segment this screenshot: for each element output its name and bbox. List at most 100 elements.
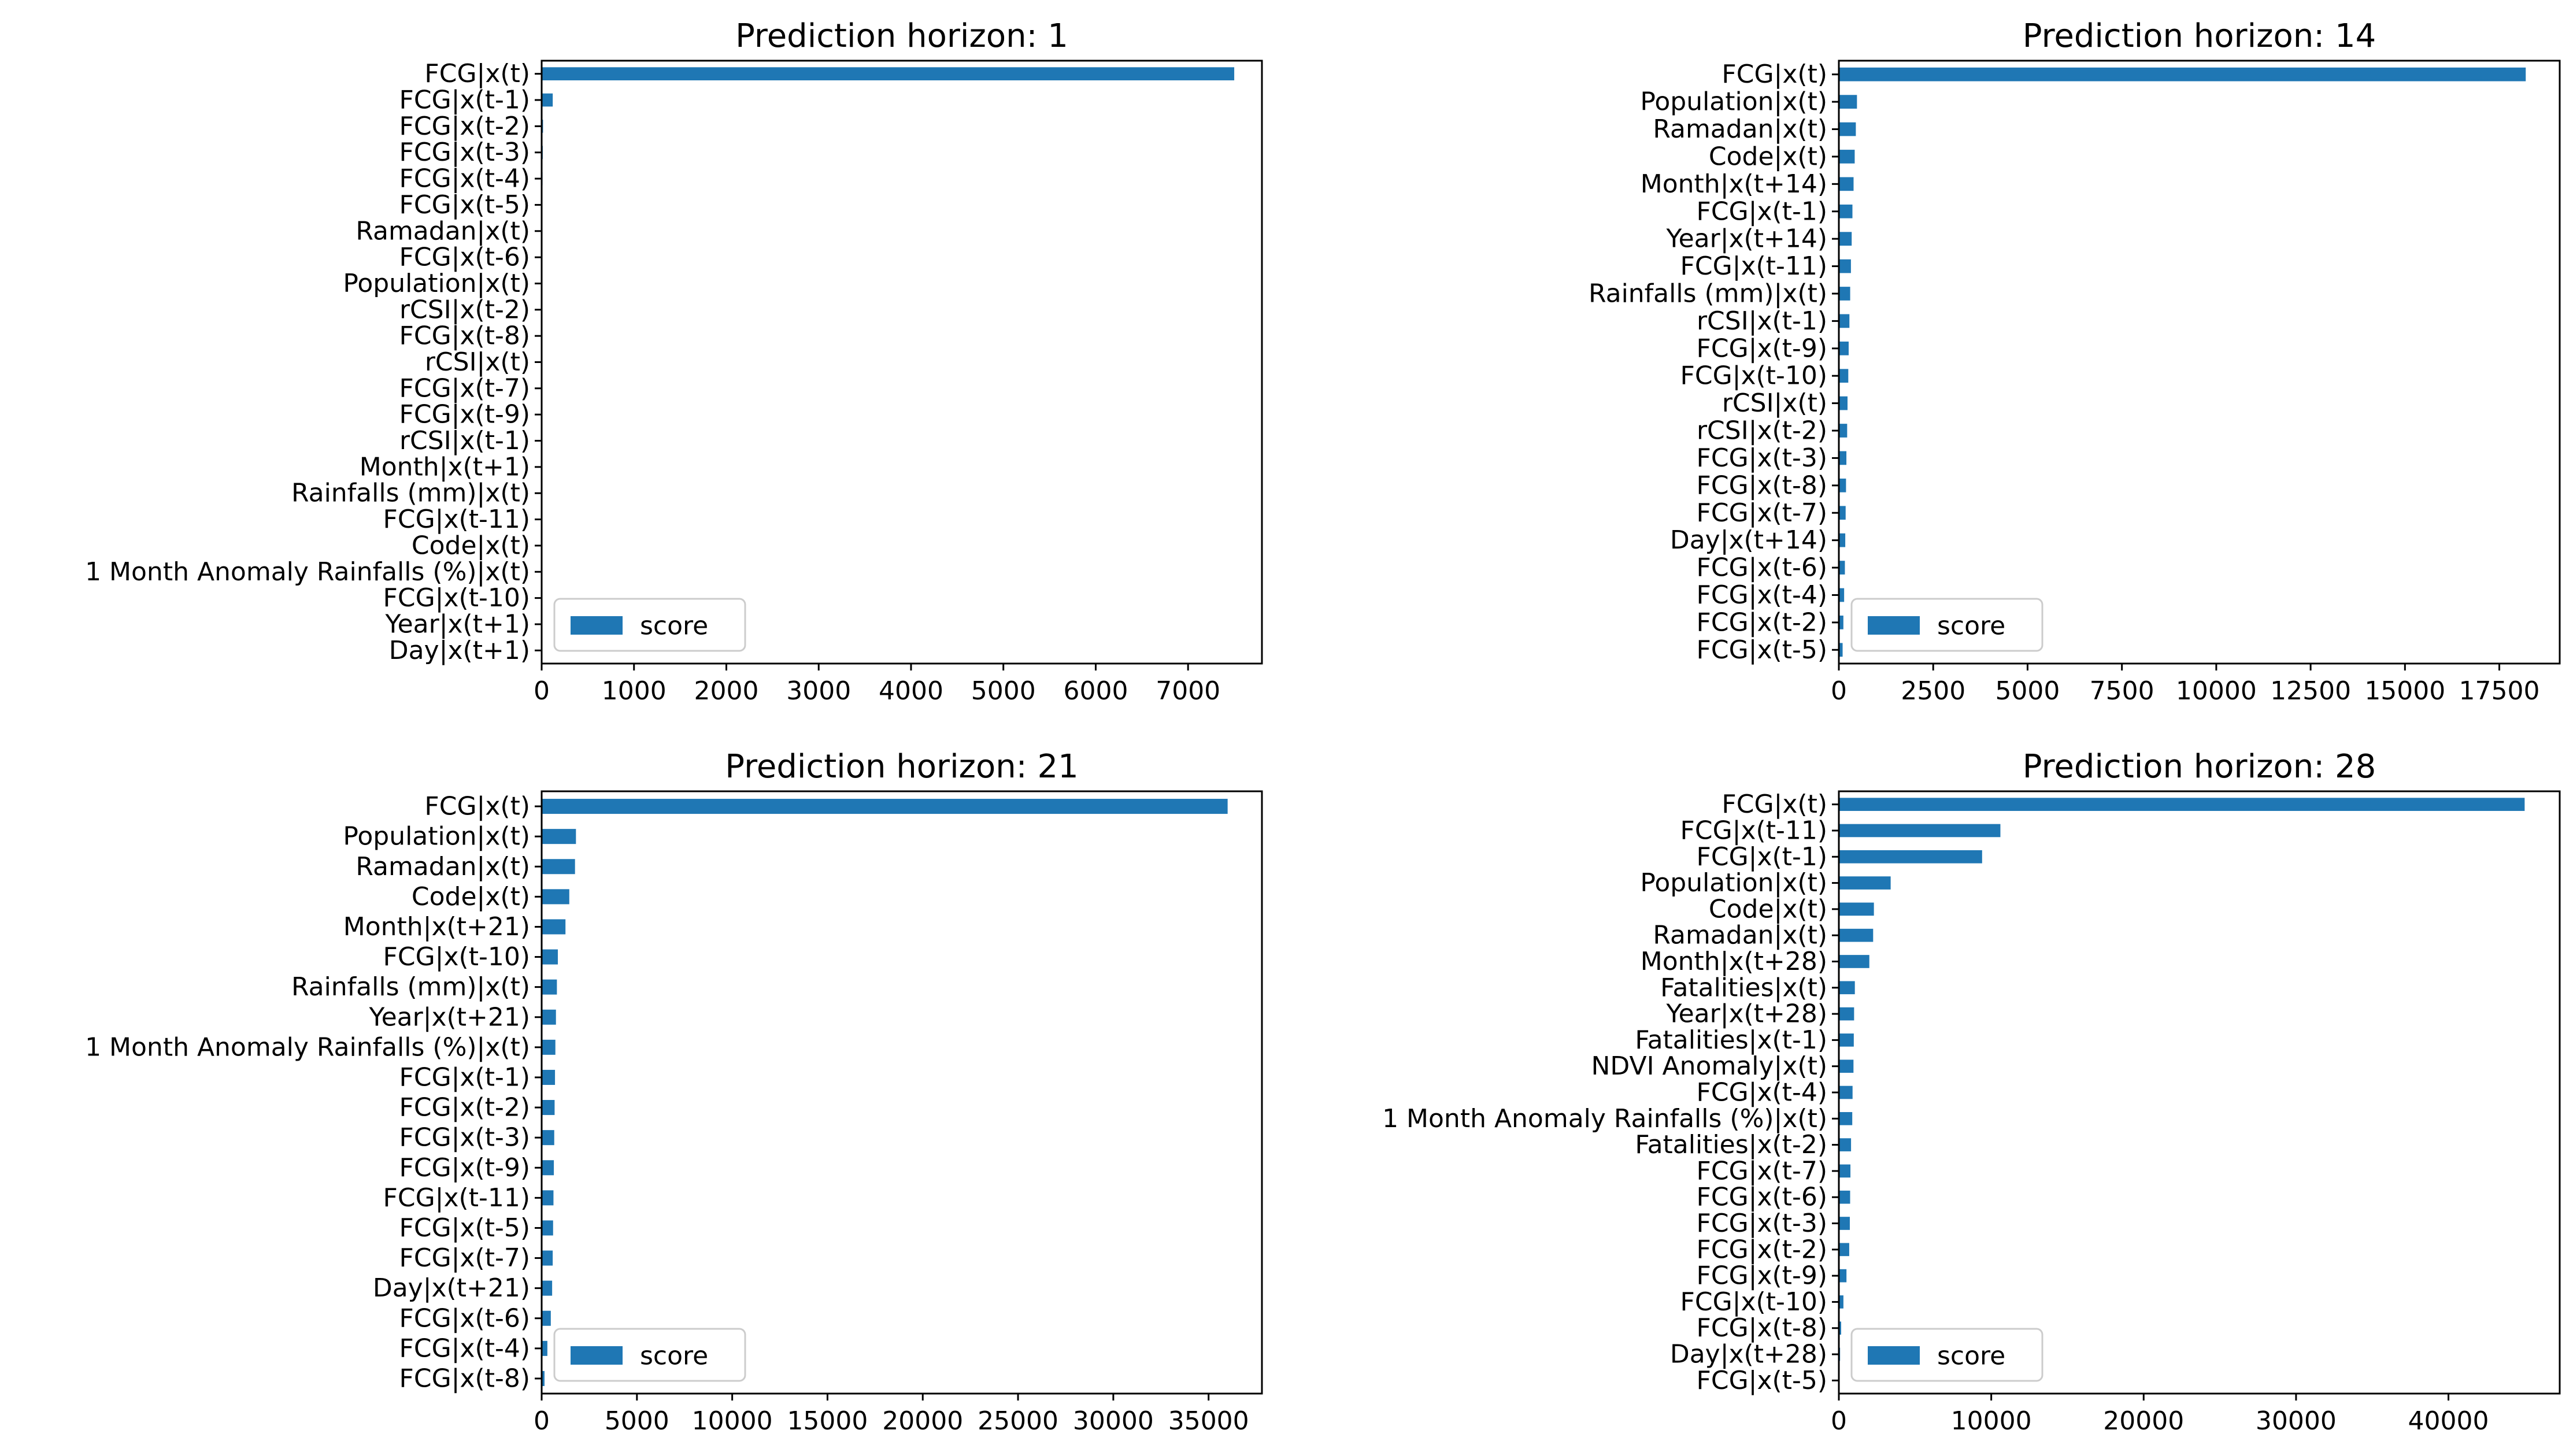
bar xyxy=(542,919,566,935)
x-tick-label: 25000 xyxy=(978,1406,1058,1436)
bar xyxy=(1839,341,1849,355)
bar xyxy=(1839,232,1852,246)
y-tick-label: FCG|x(t-5) xyxy=(1697,1366,1827,1395)
chart-title: Prediction horizon: 1 xyxy=(735,17,1068,55)
y-tick-label: rCSI|x(t-2) xyxy=(1697,416,1827,446)
bar xyxy=(542,1370,545,1386)
y-tick-label: Population|x(t) xyxy=(1640,87,1827,117)
bar xyxy=(1839,1243,1849,1257)
y-tick-label: Fatalities|x(t-2) xyxy=(1635,1130,1827,1159)
bar xyxy=(1839,616,1843,629)
bar xyxy=(1839,1217,1850,1230)
bar xyxy=(542,1069,556,1085)
y-tick-label: Rainfalls (mm)|x(t) xyxy=(1589,279,1827,308)
y-tick-label: rCSI|x(t) xyxy=(1722,388,1827,418)
legend-swatch xyxy=(571,616,623,635)
y-tick-label: NDVI Anomaly|x(t) xyxy=(1591,1051,1827,1081)
y-tick-label: Ramadan|x(t) xyxy=(356,852,530,881)
x-tick-label: 7500 xyxy=(2090,676,2154,706)
legend-label: score xyxy=(1937,612,2005,641)
y-tick-label: FCG|x(t-7) xyxy=(399,1243,530,1273)
y-tick-label: Code|x(t) xyxy=(1709,894,1827,924)
bar xyxy=(1839,287,1850,301)
bar xyxy=(1839,561,1845,575)
bar xyxy=(542,1310,551,1326)
y-tick-label: FCG|x(t-5) xyxy=(399,1213,530,1243)
bar xyxy=(542,859,575,875)
y-tick-label: FCG|x(t-1) xyxy=(1697,842,1827,872)
y-tick-label: 1 Month Anomaly Rainfalls (%)|x(t) xyxy=(85,557,530,587)
bar xyxy=(542,1280,553,1296)
bar xyxy=(1839,150,1855,164)
bar xyxy=(1839,67,2526,81)
x-tick-label: 0 xyxy=(1831,676,1847,706)
y-tick-label: Month|x(t+28) xyxy=(1641,947,1827,976)
y-tick-label: Code|x(t) xyxy=(1709,142,1827,171)
y-tick-label: FCG|x(t-8) xyxy=(1697,470,1827,500)
legend: score xyxy=(1850,598,2043,652)
bar xyxy=(1839,314,1850,328)
y-tick-label: Ramadan|x(t) xyxy=(356,216,530,246)
y-tick-label: rCSI|x(t-1) xyxy=(1697,306,1827,336)
y-tick-label: rCSI|x(t-2) xyxy=(399,295,530,324)
y-tick-label: Month|x(t+14) xyxy=(1641,169,1827,199)
y-tick-label: Population|x(t) xyxy=(343,269,530,298)
bar xyxy=(1839,451,1847,465)
bar xyxy=(1839,533,1846,547)
y-tick-label: FCG|x(t-6) xyxy=(399,243,530,272)
y-tick-label: FCG|x(t-11) xyxy=(383,505,530,534)
legend-box xyxy=(1850,598,2043,652)
x-tick-label: 6000 xyxy=(1063,676,1128,706)
legend-box xyxy=(553,1328,746,1382)
x-tick-label: 10000 xyxy=(2176,676,2257,706)
x-tick-label: 2500 xyxy=(1901,676,1965,706)
axes-frame xyxy=(1838,60,2561,665)
bar xyxy=(1839,369,1849,383)
y-tick-label: FCG|x(t-1) xyxy=(1697,197,1827,226)
bar xyxy=(542,1009,556,1025)
y-tick-label: FCG|x(t-9) xyxy=(399,400,530,429)
legend-box xyxy=(553,598,746,652)
bar xyxy=(542,67,1235,81)
y-tick-label: Code|x(t) xyxy=(412,882,530,912)
y-tick-label: FCG|x(t-10) xyxy=(1680,1287,1827,1317)
bar xyxy=(1839,928,1874,942)
x-tick-label: 40000 xyxy=(2408,1406,2489,1436)
y-tick-label: Year|x(t+21) xyxy=(369,1002,530,1032)
x-tick-label: 0 xyxy=(534,1406,550,1436)
y-tick-label: FCG|x(t-2) xyxy=(1697,607,1827,637)
bar xyxy=(1839,1164,1851,1178)
legend: score xyxy=(1850,1328,2043,1382)
y-tick-label: FCG|x(t-4) xyxy=(399,164,530,194)
axes-frame xyxy=(1838,790,2561,1395)
y-tick-label: Ramadan|x(t) xyxy=(1653,114,1827,144)
y-tick-label: Year|x(t+28) xyxy=(1666,999,1827,1029)
bar xyxy=(542,1100,555,1116)
y-tick-label: FCG|x(t-1) xyxy=(399,86,530,115)
x-tick-label: 0 xyxy=(534,676,550,706)
chart-panel-2: Prediction horizon: 14 FCG|x(t)Population… xyxy=(1589,17,2561,706)
bar xyxy=(542,799,1228,814)
y-tick-label: FCG|x(t-11) xyxy=(1680,251,1827,281)
x-tick-label: 20000 xyxy=(882,1406,963,1436)
legend-label: score xyxy=(640,1342,708,1371)
y-tick-label: FCG|x(t-2) xyxy=(399,1093,530,1122)
y-tick-label: Day|x(t+21) xyxy=(373,1273,530,1303)
bar xyxy=(1839,981,1855,995)
y-tick-label: Population|x(t) xyxy=(343,822,530,851)
bar xyxy=(1839,955,1869,968)
bar xyxy=(1839,177,1854,191)
y-tick-label: FCG|x(t-2) xyxy=(1697,1235,1827,1264)
chart-title: Prediction horizon: 14 xyxy=(2023,17,2376,55)
y-tick-label: Year|x(t+1) xyxy=(385,609,530,639)
bar xyxy=(1839,824,2001,838)
x-tick-label: 35000 xyxy=(1168,1406,1249,1436)
y-tick-label: Day|x(t+1) xyxy=(389,636,530,665)
chart-panel-1: Prediction horizon: 1FCG|x(t)FCG|x(t-1)F… xyxy=(85,17,1263,706)
legend: score xyxy=(553,598,746,652)
y-tick-label: Population|x(t) xyxy=(1640,868,1827,898)
legend-box xyxy=(1850,1328,2043,1382)
bar xyxy=(1839,396,1848,410)
x-tick-label: 10000 xyxy=(1951,1406,2032,1436)
